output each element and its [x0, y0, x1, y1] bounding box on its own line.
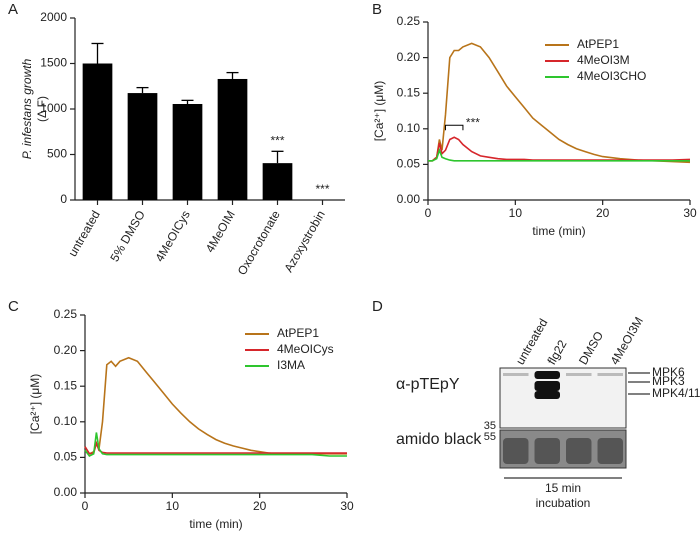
footer: 15 min	[545, 481, 581, 495]
y-tick-label: 2000	[40, 10, 67, 24]
x-tick-label: 4MeOICys	[152, 208, 192, 264]
y-tick-label: 0.05	[54, 450, 78, 464]
annotation: ***	[466, 115, 480, 129]
y-tick-label: 1000	[40, 101, 67, 115]
y-axis-label-italic: P. infestans growth	[20, 58, 34, 159]
band-label: MPK6	[652, 365, 685, 379]
x-tick-label: 0	[82, 499, 89, 513]
y-tick-label: 0.00	[54, 485, 78, 499]
band	[534, 381, 560, 391]
bar	[82, 63, 113, 200]
panel-label: C	[8, 298, 19, 315]
band-label: MPK3	[652, 374, 685, 388]
lane-label: flg22	[544, 337, 569, 367]
y-tick-label: 0.00	[397, 192, 421, 206]
legend-label: 4MeOICys	[277, 342, 334, 356]
legend-label: I3MA	[277, 358, 305, 372]
y-axis-label-unit: (Δ F)	[35, 96, 49, 122]
bar	[127, 93, 158, 200]
bar	[262, 163, 293, 200]
panel-label: B	[372, 1, 382, 18]
x-tick-label: 30	[683, 206, 697, 220]
x-tick-label: 20	[253, 499, 267, 513]
data-line	[428, 147, 690, 162]
stained-lane	[597, 438, 623, 464]
data-line	[428, 42, 691, 164]
x-tick-label: 10	[509, 206, 523, 220]
y-tick-label: 0.15	[54, 378, 78, 392]
bar	[217, 78, 248, 200]
y-tick-label: 0	[60, 192, 67, 206]
y-tick-label: 1500	[40, 56, 67, 70]
legend-label: 4MeOI3M	[577, 53, 630, 67]
x-tick-label: 10	[166, 499, 180, 513]
x-axis-label: time (min)	[532, 224, 585, 238]
row-label: α-pTEpY	[396, 376, 460, 393]
y-tick-label: 0.20	[54, 343, 78, 357]
y-tick-label: 500	[47, 147, 67, 161]
x-tick-label: 20	[596, 206, 610, 220]
band	[534, 391, 560, 399]
y-axis-label: [Ca²⁺] (μM)	[372, 81, 386, 142]
band	[534, 371, 560, 379]
data-line	[84, 440, 347, 455]
legend-label: 4MeOI3CHO	[577, 69, 646, 83]
y-tick-label: 0.20	[397, 50, 421, 64]
significance-label: ***	[315, 182, 329, 196]
data-line	[84, 356, 347, 455]
y-tick-label: 0.05	[397, 157, 421, 171]
x-tick-label: Azoxystrobin	[281, 208, 327, 274]
legend-label: AtPEP1	[277, 326, 319, 340]
band-label: MPK4/11	[652, 386, 700, 400]
row-label: amido black	[396, 431, 482, 448]
stained-lane	[534, 438, 560, 464]
data-line	[428, 136, 691, 162]
bar	[172, 103, 203, 200]
bracket	[444, 124, 464, 131]
data-line	[84, 432, 347, 458]
faint-band	[566, 373, 592, 376]
stained-lane	[566, 438, 592, 464]
x-tick-label: 30	[340, 499, 354, 513]
panel-label: A	[8, 1, 18, 18]
stained-lane	[503, 438, 529, 464]
x-tick-label: Oxocrotonate	[235, 208, 283, 278]
y-tick-label: 0.25	[397, 14, 421, 28]
significance-label: ***	[270, 133, 284, 147]
x-tick-label: 4MeOIM	[203, 208, 238, 255]
x-tick-label: 0	[425, 206, 432, 220]
x-tick-label: untreated	[65, 208, 102, 259]
blot-upper	[499, 367, 627, 429]
panel-label: D	[372, 298, 383, 315]
y-tick-label: 0.25	[54, 307, 78, 321]
lane-label: 4MeOI3M	[607, 314, 645, 367]
x-tick-label: 5% DMSO	[107, 208, 147, 264]
faint-band	[597, 373, 623, 376]
footer: incubation	[536, 496, 591, 510]
lane-label: DMSO	[576, 329, 606, 367]
y-tick-label: 0.10	[397, 121, 421, 135]
marker-label: 55	[484, 431, 496, 443]
y-axis-label: [Ca²⁺] (μM)	[28, 374, 42, 435]
legend-label: AtPEP1	[577, 37, 619, 51]
x-axis-label: time (min)	[189, 517, 242, 531]
y-tick-label: 0.10	[54, 414, 78, 428]
y-tick-label: 0.15	[397, 85, 421, 99]
y-axis-label: P. infestans growth	[20, 58, 34, 159]
faint-band	[503, 373, 529, 376]
marker-label: 35	[484, 420, 496, 432]
